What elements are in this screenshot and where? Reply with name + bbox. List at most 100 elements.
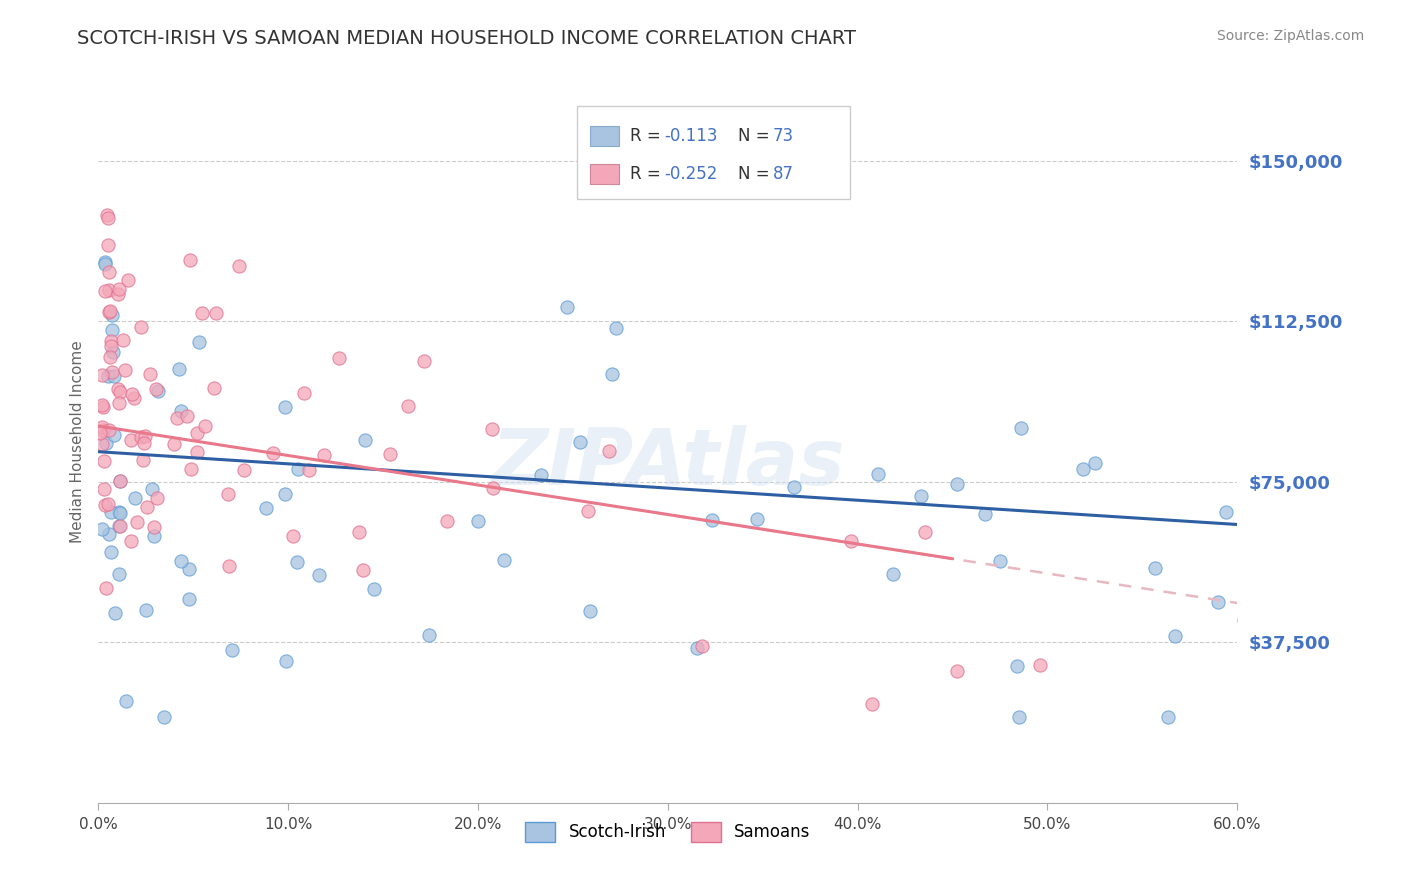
Point <box>107 282 129 296</box>
Point <box>94 498 117 512</box>
Point <box>576 503 599 517</box>
Text: SCOTCH-IRISH VS SAMOAN MEDIAN HOUSEHOLD INCOME CORRELATION CHART: SCOTCH-IRISH VS SAMOAN MEDIAN HOUSEHOLD … <box>77 29 856 47</box>
Point <box>100 334 122 349</box>
Point <box>91 437 114 451</box>
Point <box>134 428 156 442</box>
Point <box>141 483 163 497</box>
Point <box>100 350 122 364</box>
Point <box>94 255 117 269</box>
Point <box>217 487 239 501</box>
Point <box>988 554 1011 568</box>
Point <box>97 497 120 511</box>
Point <box>143 529 166 543</box>
Point <box>308 567 330 582</box>
Point <box>100 545 122 559</box>
Point <box>94 284 117 298</box>
Point <box>186 425 208 440</box>
Point <box>605 321 627 335</box>
Legend: Scotch-Irish, Samoans: Scotch-Irish, Samoans <box>519 815 817 848</box>
Point <box>205 306 228 320</box>
Point <box>292 386 315 401</box>
Point <box>274 400 297 414</box>
Point <box>569 434 592 449</box>
Point <box>120 534 142 549</box>
Point <box>412 354 434 368</box>
Text: -0.252: -0.252 <box>665 165 718 183</box>
Point <box>107 382 129 396</box>
Point <box>352 563 374 577</box>
Point <box>97 305 120 319</box>
Point <box>180 462 202 476</box>
Point <box>98 527 121 541</box>
Point <box>186 445 208 459</box>
Point <box>97 369 120 384</box>
Point <box>129 430 152 444</box>
Point <box>600 367 623 381</box>
Point <box>122 392 145 406</box>
Point <box>298 463 321 477</box>
Point <box>285 555 308 569</box>
Point <box>91 401 114 415</box>
Point <box>1144 560 1167 574</box>
Point <box>108 506 131 520</box>
Point <box>436 515 458 529</box>
Point <box>363 582 385 596</box>
Point <box>418 628 440 642</box>
Point <box>868 467 890 481</box>
Point <box>111 333 134 347</box>
Point <box>121 387 143 401</box>
Point <box>579 603 602 617</box>
Point <box>124 491 146 505</box>
Point <box>686 640 709 655</box>
Point <box>194 419 217 434</box>
Point <box>482 481 505 495</box>
Point <box>700 513 723 527</box>
Point <box>1071 461 1094 475</box>
Point <box>100 308 122 322</box>
Point <box>167 362 190 376</box>
Point <box>135 500 157 515</box>
Point <box>129 320 152 334</box>
Point <box>202 381 225 395</box>
Point <box>94 581 117 595</box>
Point <box>108 474 131 488</box>
Point <box>96 208 118 222</box>
Point <box>396 400 419 414</box>
Point <box>93 453 115 467</box>
Point <box>860 697 883 711</box>
Point <box>108 519 131 533</box>
Point <box>153 710 176 724</box>
Point <box>143 519 166 533</box>
Text: R =: R = <box>630 165 666 183</box>
Point <box>1233 613 1256 627</box>
Point <box>170 554 193 568</box>
Point <box>1008 710 1031 724</box>
Point <box>98 423 121 437</box>
Point <box>101 365 124 379</box>
Point <box>176 409 198 423</box>
Point <box>188 335 211 350</box>
Point <box>93 482 115 496</box>
Point <box>910 489 932 503</box>
Point <box>101 323 124 337</box>
Point <box>91 423 114 437</box>
Point <box>101 344 124 359</box>
Point <box>98 283 121 297</box>
Point <box>94 257 117 271</box>
Point <box>946 664 969 678</box>
Text: N =: N = <box>738 127 775 145</box>
Text: ZIPAtlas: ZIPAtlas <box>491 425 845 501</box>
Point <box>467 514 489 528</box>
Text: 87: 87 <box>773 165 793 183</box>
Point <box>228 260 250 274</box>
Point <box>1029 658 1052 673</box>
Point <box>89 425 111 440</box>
Point <box>108 396 131 410</box>
Point <box>274 654 297 668</box>
Point <box>163 436 186 450</box>
Point <box>97 211 120 226</box>
Point <box>132 436 155 450</box>
Point <box>1164 630 1187 644</box>
Point <box>1010 421 1032 435</box>
Point <box>117 273 139 287</box>
